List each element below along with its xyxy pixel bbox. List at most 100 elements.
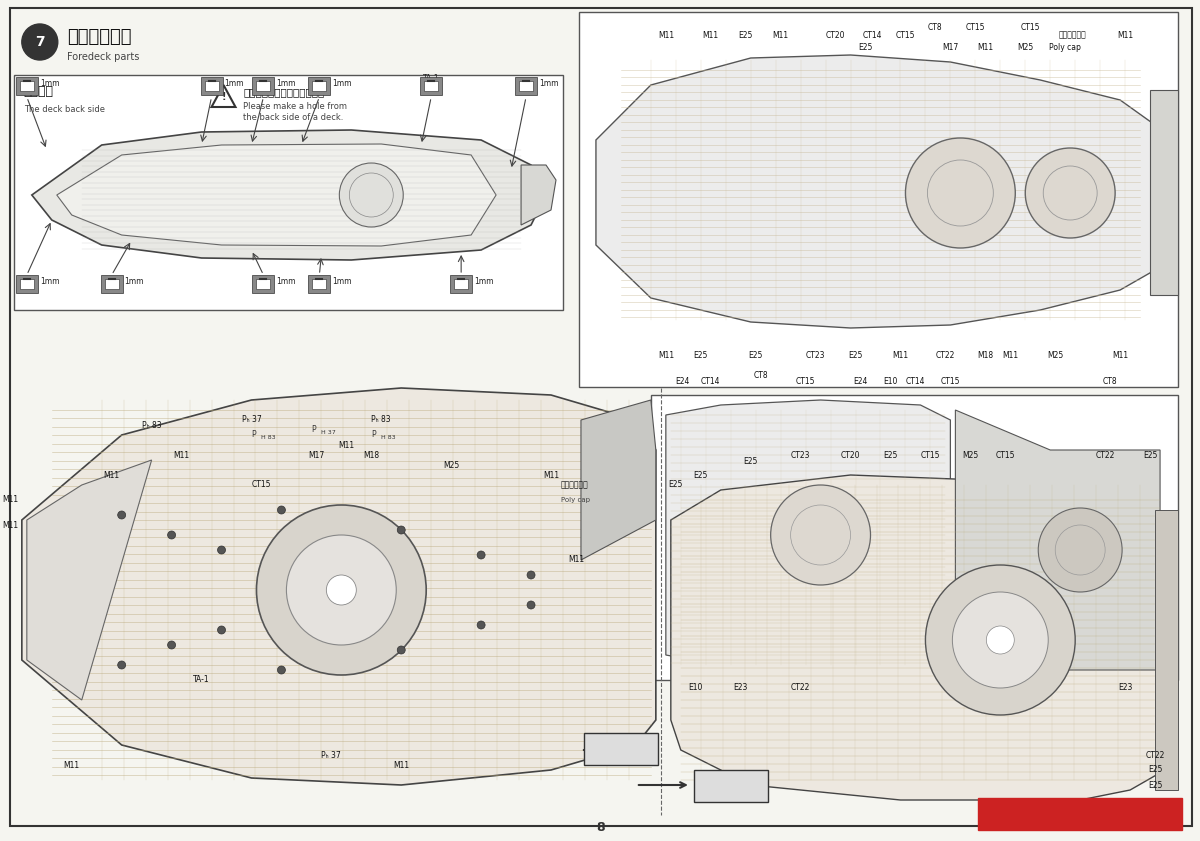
Text: M11: M11: [174, 451, 190, 459]
Text: Pₕ 37: Pₕ 37: [241, 415, 262, 425]
Text: E25: E25: [883, 451, 898, 459]
Text: CT15: CT15: [895, 30, 916, 40]
Text: M11: M11: [542, 470, 559, 479]
Text: M11: M11: [658, 351, 674, 359]
Text: CT22: CT22: [1145, 750, 1165, 759]
Text: CT15: CT15: [996, 451, 1015, 459]
Text: CT14: CT14: [701, 378, 720, 387]
Polygon shape: [521, 165, 556, 225]
Circle shape: [217, 546, 226, 554]
Bar: [257, 279, 270, 289]
Circle shape: [277, 506, 286, 514]
Bar: [578, 12, 1178, 387]
Circle shape: [277, 666, 286, 674]
Text: CT8: CT8: [928, 24, 943, 33]
Text: CT15: CT15: [1020, 24, 1040, 33]
Circle shape: [478, 621, 485, 629]
Text: M11: M11: [338, 441, 354, 449]
Text: E24: E24: [676, 378, 690, 387]
Bar: [308, 275, 330, 293]
Circle shape: [326, 575, 356, 605]
Text: CT15: CT15: [966, 24, 985, 33]
Circle shape: [397, 646, 406, 654]
Text: CT23: CT23: [791, 451, 810, 459]
Circle shape: [168, 641, 175, 649]
Bar: [454, 279, 468, 289]
Bar: [450, 275, 472, 293]
Text: CT8: CT8: [754, 372, 768, 380]
Text: CT20: CT20: [841, 451, 860, 459]
Text: 1mm: 1mm: [276, 277, 296, 285]
Text: 1mm: 1mm: [40, 78, 59, 87]
FancyBboxPatch shape: [694, 770, 768, 802]
Bar: [20, 279, 34, 289]
Text: CT15: CT15: [920, 451, 940, 459]
Text: 1mm: 1mm: [332, 277, 352, 285]
Text: 1mm: 1mm: [125, 277, 144, 285]
Text: CT22: CT22: [936, 351, 955, 359]
Circle shape: [986, 626, 1014, 654]
Circle shape: [906, 138, 1015, 248]
FancyBboxPatch shape: [584, 733, 658, 765]
Text: E25: E25: [1148, 780, 1163, 790]
Polygon shape: [1156, 510, 1178, 790]
Bar: [20, 81, 34, 91]
Text: E10: E10: [883, 378, 898, 387]
Polygon shape: [671, 475, 1165, 800]
Text: 1mm: 1mm: [332, 78, 352, 87]
Text: Pₕ 83: Pₕ 83: [142, 420, 162, 430]
Bar: [650, 395, 1178, 680]
Text: CT14: CT14: [906, 378, 925, 387]
Text: Poly cap: Poly cap: [1049, 43, 1081, 51]
Circle shape: [953, 592, 1049, 688]
Text: Poly cap: Poly cap: [560, 497, 590, 503]
Polygon shape: [26, 460, 151, 700]
Text: E23: E23: [1118, 684, 1133, 692]
Circle shape: [22, 24, 58, 60]
Circle shape: [770, 485, 870, 585]
Polygon shape: [32, 130, 546, 260]
Text: 内側より穴をあけて下さい。: 内側より穴をあけて下さい。: [244, 87, 325, 97]
Text: E25: E25: [744, 458, 758, 467]
Text: !: !: [221, 92, 226, 102]
Circle shape: [118, 661, 126, 669]
Circle shape: [478, 551, 485, 559]
Text: CT14: CT14: [863, 30, 882, 40]
Bar: [14, 75, 563, 310]
Text: M11: M11: [1117, 30, 1133, 40]
Circle shape: [287, 535, 396, 645]
Text: E25: E25: [749, 351, 763, 359]
Text: 1mm: 1mm: [224, 78, 244, 87]
Bar: [520, 81, 533, 91]
Circle shape: [340, 163, 403, 227]
Text: E24: E24: [853, 378, 868, 387]
Polygon shape: [581, 400, 656, 560]
Text: M17: M17: [942, 43, 959, 51]
Circle shape: [118, 511, 126, 519]
Bar: [200, 77, 222, 95]
Text: 8: 8: [596, 822, 605, 834]
Text: Please make a hole from: Please make a hole from: [244, 102, 348, 111]
Text: M18: M18: [977, 351, 994, 359]
Text: M11: M11: [64, 760, 80, 770]
Text: M25: M25: [1048, 351, 1063, 359]
Text: 1mm: 1mm: [40, 277, 59, 285]
Bar: [308, 77, 330, 95]
Polygon shape: [666, 400, 950, 670]
Bar: [257, 81, 270, 91]
Text: E25: E25: [1148, 765, 1163, 775]
Text: 1mm: 1mm: [276, 78, 296, 87]
Text: E25: E25: [738, 30, 752, 40]
Text: M25: M25: [1018, 43, 1033, 51]
Text: E25: E25: [848, 351, 863, 359]
Circle shape: [527, 571, 535, 579]
Text: CT23: CT23: [806, 351, 826, 359]
Text: E25: E25: [858, 43, 872, 51]
Polygon shape: [1150, 90, 1178, 295]
Bar: [16, 275, 38, 293]
Text: M25: M25: [443, 461, 460, 469]
Text: E25: E25: [694, 470, 708, 479]
Circle shape: [1025, 148, 1115, 238]
FancyBboxPatch shape: [978, 798, 1182, 830]
Text: TA-1: TA-1: [422, 74, 439, 83]
